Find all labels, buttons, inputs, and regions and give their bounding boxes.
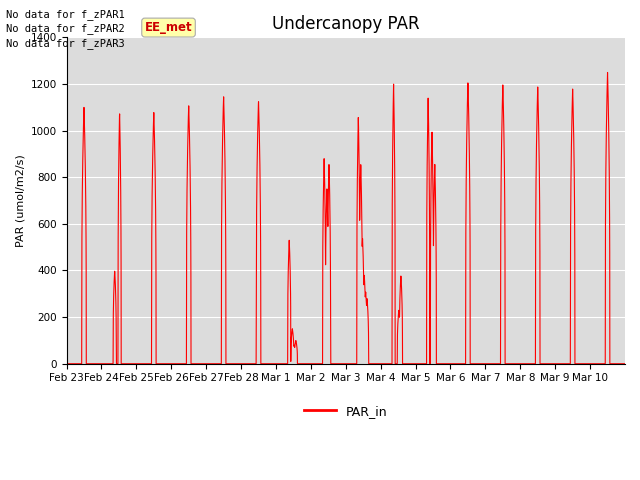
Text: No data for f_zPAR3: No data for f_zPAR3 xyxy=(6,37,125,48)
Text: EE_met: EE_met xyxy=(145,21,193,34)
Y-axis label: PAR (umol/m2/s): PAR (umol/m2/s) xyxy=(15,154,25,247)
Title: Undercanopy PAR: Undercanopy PAR xyxy=(272,15,420,33)
Text: No data for f_zPAR1: No data for f_zPAR1 xyxy=(6,9,125,20)
Legend: PAR_in: PAR_in xyxy=(300,400,392,423)
Text: No data for f_zPAR2: No data for f_zPAR2 xyxy=(6,23,125,34)
